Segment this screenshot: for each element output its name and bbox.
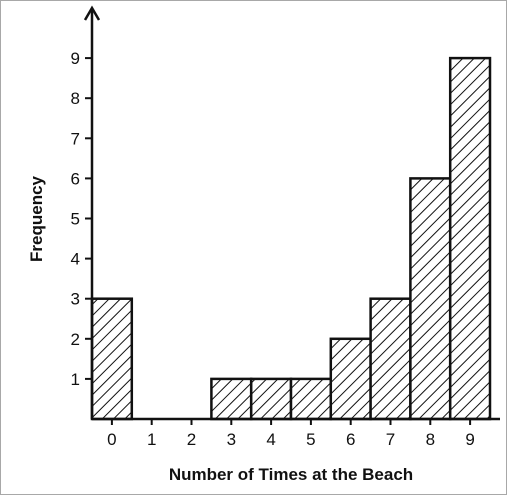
y-tick-label: 7 [71,129,80,148]
y-tick-label: 1 [71,370,80,389]
bar-5 [289,377,333,421]
x-tick-label: 4 [266,430,275,449]
x-tick-label: 2 [187,430,196,449]
axes-group [83,5,500,421]
y-tick-label: 9 [71,49,80,68]
x-tick-label: 5 [306,430,315,449]
x-tick-label: 0 [107,430,116,449]
y-tick-label: 2 [71,330,80,349]
x-tick-label: 3 [227,430,236,449]
bar-3 [210,377,253,421]
y-axis-label: Frequency [27,175,46,262]
y-tick-label: 4 [71,250,80,269]
x-tick-label: 8 [426,430,435,449]
x-tick-label: 7 [386,430,395,449]
y-ticks-group: 1 2 3 4 5 6 7 8 9 [71,49,92,389]
y-axis-arrow [83,5,101,21]
bar-8 [409,177,452,421]
x-ticks-group: 0 1 2 3 4 5 6 7 8 9 [107,419,475,449]
x-tick-label: 9 [465,430,474,449]
bar-7 [369,297,412,421]
x-axis-label: Number of Times at the Beach [169,465,413,484]
bar-0 [90,297,134,421]
y-tick-label: 6 [71,169,80,188]
y-tick-label: 5 [71,210,80,229]
bars-group [90,56,492,421]
y-tick-label: 3 [71,290,80,309]
x-tick-label: 6 [346,430,355,449]
bar-4 [249,377,293,421]
y-tick-label: 8 [71,89,80,108]
x-tick-label: 1 [147,430,156,449]
bar-6 [329,337,372,421]
bar-9 [448,56,492,421]
